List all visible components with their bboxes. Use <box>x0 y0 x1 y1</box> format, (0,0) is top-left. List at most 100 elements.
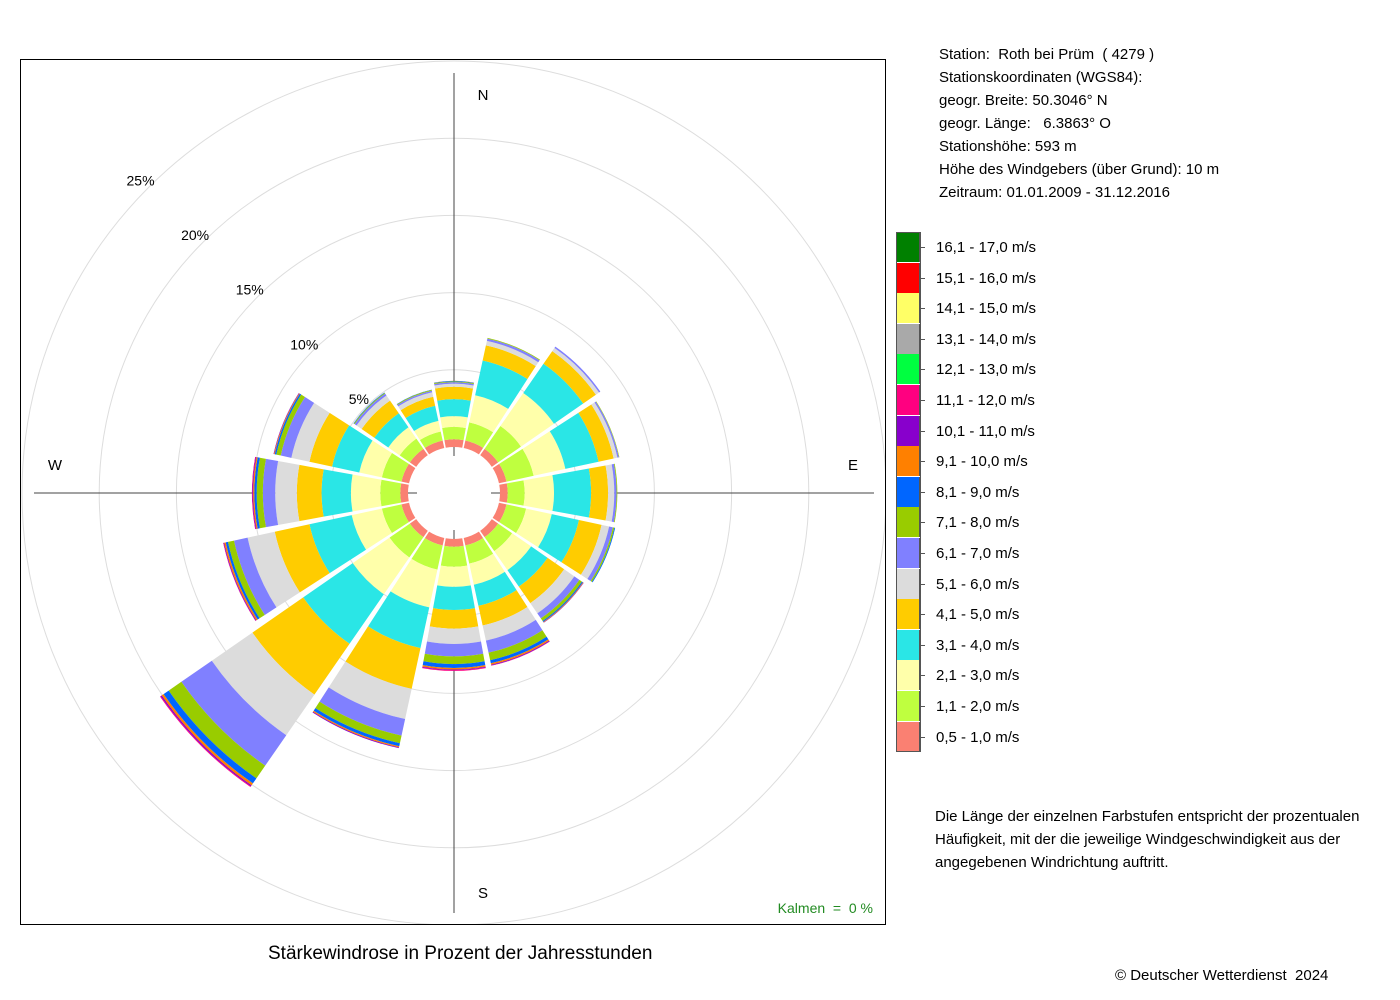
sector-segment <box>429 608 479 629</box>
legend-swatch <box>896 660 920 691</box>
sector-segment <box>303 563 384 644</box>
sector-segment <box>488 630 547 661</box>
sector-segment <box>444 538 464 547</box>
sector-segment <box>480 448 499 467</box>
sector-segment <box>380 479 402 507</box>
sector-segment <box>409 519 428 538</box>
sector-e <box>499 463 618 523</box>
legend-label: 5,1 - 6,0 m/s <box>936 575 1020 593</box>
legend-swatch <box>896 385 920 415</box>
sector-segment <box>390 558 438 608</box>
legend-tick <box>920 430 925 432</box>
legend-tick <box>920 644 925 646</box>
legend-item: 6,1 - 7,0 m/s <box>896 538 1096 568</box>
legend-tick <box>920 706 925 707</box>
sector-segment <box>594 401 619 458</box>
legend-label: 14,1 - 15,0 m/s <box>936 300 1037 318</box>
legend-swatch <box>896 232 920 262</box>
sector-segment <box>518 557 565 604</box>
sector-segment <box>590 527 615 582</box>
legend-label: 11,1 - 12,0 m/s <box>936 392 1035 409</box>
ring-label: 25% <box>127 173 155 189</box>
sector-segment <box>523 363 584 424</box>
legend-item: 9,1 - 10,0 m/s <box>896 446 1096 477</box>
sector-segment <box>401 463 416 484</box>
legend-label: 1,1 - 2,0 m/s <box>936 698 1020 715</box>
sector-segment <box>484 523 513 552</box>
sector-segment <box>482 345 536 380</box>
sector-segment <box>543 351 596 404</box>
sector-segment <box>313 708 400 747</box>
sector-segment <box>522 431 566 476</box>
legend-swatch <box>896 691 920 721</box>
sector-segment <box>256 457 266 529</box>
station-coords-heading: Stationskoordinaten (WGS84): <box>939 69 1143 86</box>
legend-tick <box>920 277 925 279</box>
sector-segment <box>252 597 350 695</box>
sector-segment <box>225 541 260 620</box>
sector-segment <box>591 402 618 459</box>
sector-segment <box>494 533 532 571</box>
legend-tick <box>920 736 925 738</box>
sector-segment <box>538 514 579 563</box>
sector-segment <box>437 399 471 418</box>
sector-segment <box>499 448 534 482</box>
sector-segment <box>434 381 474 384</box>
legend-item: 4,1 - 5,0 m/s <box>896 599 1096 630</box>
sector-segment <box>427 626 481 644</box>
sector-segment <box>549 412 599 469</box>
sector-segment <box>396 389 432 406</box>
sector-segment <box>419 431 443 448</box>
copyright: © Deutscher Wetterdienst 2024 <box>1115 967 1329 984</box>
legend-label: 7,1 - 8,0 m/s <box>936 514 1020 532</box>
chart-title: Stärkewindrose in Prozent der Jahresstun… <box>268 943 653 964</box>
calms-label: Kalmen = 0 % <box>777 900 873 916</box>
sector-segment <box>274 393 302 455</box>
sector-segment <box>401 502 416 523</box>
sector-segment <box>181 660 287 766</box>
compass-w: W <box>48 457 63 474</box>
sector-segment <box>433 585 475 611</box>
sector-segment <box>523 475 555 511</box>
sector-segment <box>500 392 555 447</box>
sector-segment <box>328 661 412 720</box>
sector-segment <box>490 636 549 664</box>
sector-segment <box>276 394 306 456</box>
sector-segment <box>424 440 445 455</box>
sector-segment <box>332 425 373 473</box>
sector-segment <box>309 515 367 574</box>
sector-segment <box>530 569 575 614</box>
sector-ne <box>480 346 601 467</box>
legend-tick <box>920 675 925 677</box>
legend-label: 13,1 - 14,0 m/s <box>936 330 1037 348</box>
sector-ese <box>492 502 616 583</box>
sector-segment <box>400 483 409 503</box>
sector-segment <box>254 457 260 529</box>
sector-segment <box>352 537 410 595</box>
sector-segment <box>480 519 499 538</box>
sector-segment <box>411 538 443 570</box>
legend-item: 14,1 - 15,0 m/s <box>896 293 1096 324</box>
legend-label: 6,1 - 7,0 m/s <box>936 545 1020 562</box>
legend-note: Die Länge der einzelnen Farbstufen entsp… <box>935 808 1360 871</box>
sector-ssw <box>312 531 445 749</box>
legend-swatch <box>896 323 920 354</box>
legend-swatch <box>896 568 920 599</box>
sector-segment <box>492 463 507 484</box>
legend-tick <box>920 308 925 310</box>
sector-segment <box>319 687 406 736</box>
legend-tick <box>920 400 925 401</box>
ring-label: 20% <box>181 227 209 243</box>
legend-label: 0,5 - 1,0 m/s <box>936 728 1020 746</box>
legend-tick <box>920 461 925 463</box>
legend-swatch <box>896 293 920 324</box>
sector-segment <box>399 438 424 463</box>
sector-segment <box>499 483 508 503</box>
sector-segment <box>484 425 522 463</box>
sector-segment <box>478 590 528 626</box>
sector-segment <box>388 427 417 456</box>
sector-segment <box>368 591 430 649</box>
legend-label: 8,1 - 9,0 m/s <box>936 483 1020 501</box>
sector-segment <box>465 538 494 564</box>
sector-segment <box>475 360 528 409</box>
